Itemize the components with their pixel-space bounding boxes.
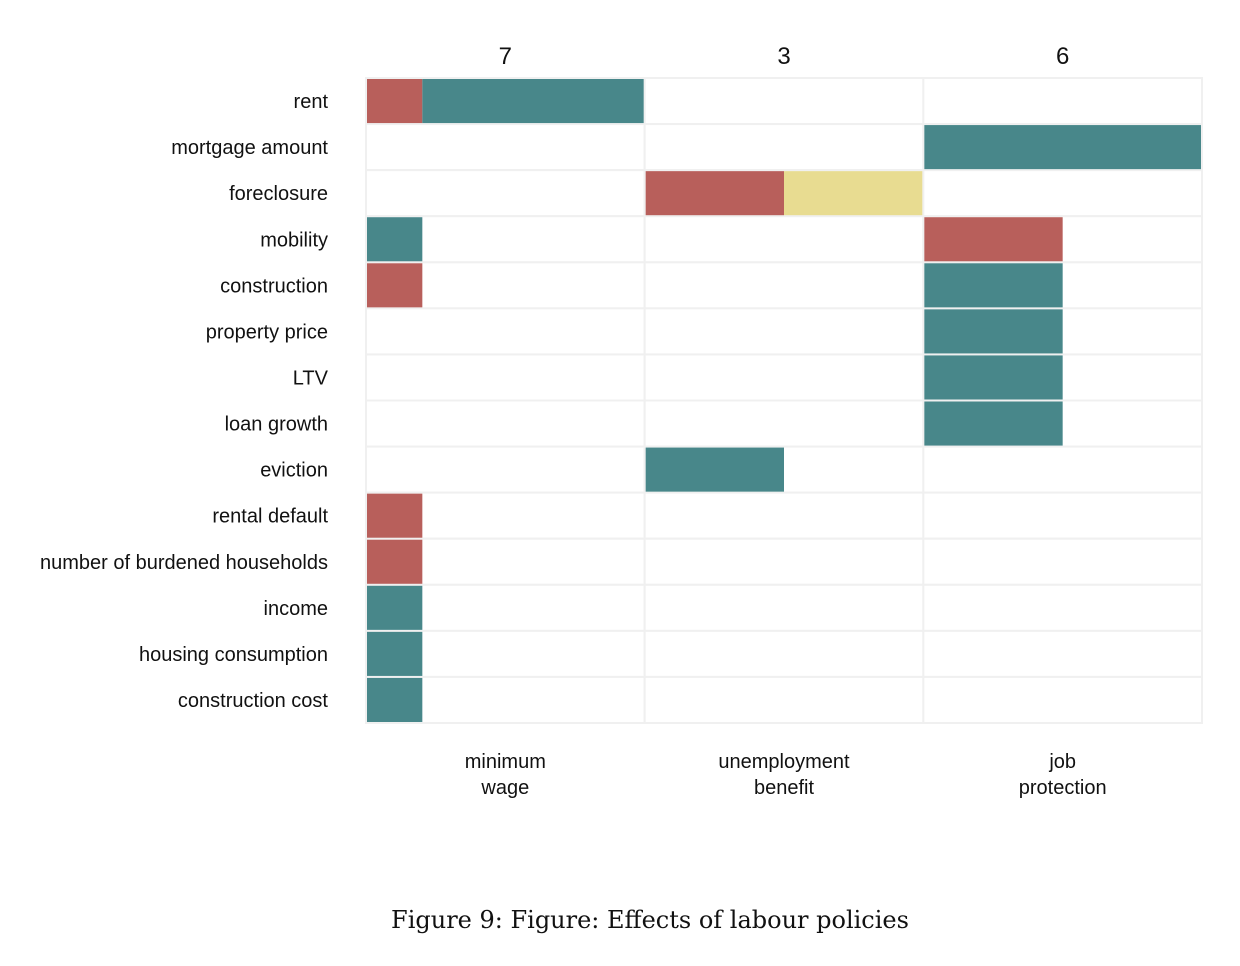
tile-teal bbox=[924, 263, 1063, 308]
grid-cell bbox=[643, 537, 925, 586]
column-count-label: 7 bbox=[499, 43, 512, 70]
tile-teal bbox=[367, 217, 423, 262]
y-tick-label: income bbox=[264, 598, 328, 620]
y-tick-label: construction cost bbox=[178, 690, 329, 712]
grid-cell bbox=[643, 77, 925, 126]
tile-teal bbox=[924, 401, 1063, 446]
y-tick-label: foreclosure bbox=[229, 183, 328, 205]
tile-red bbox=[367, 263, 423, 308]
grid-cell bbox=[365, 445, 646, 494]
tile-red bbox=[367, 79, 423, 124]
x-tick-label: wage bbox=[480, 777, 529, 799]
grid-cell bbox=[365, 307, 646, 356]
grid-cell bbox=[643, 123, 925, 172]
grid-cell bbox=[643, 215, 925, 264]
grid-cell bbox=[365, 353, 646, 402]
tile-teal bbox=[924, 125, 1201, 170]
tile-teal bbox=[924, 309, 1063, 354]
y-tick-label: rent bbox=[294, 91, 329, 113]
tile-red bbox=[924, 217, 1063, 262]
grid-cell bbox=[643, 583, 925, 632]
x-tick-label: protection bbox=[1019, 777, 1107, 799]
grid-cell bbox=[643, 675, 925, 725]
grid-cell bbox=[922, 445, 1203, 494]
y-tick-label: property price bbox=[206, 321, 328, 343]
y-tick-label: mortgage amount bbox=[171, 137, 328, 159]
grid-cell bbox=[365, 399, 646, 448]
y-tick-label: housing consumption bbox=[139, 644, 328, 666]
grid-cell bbox=[922, 583, 1203, 632]
grid-cell bbox=[922, 629, 1203, 678]
tile-teal bbox=[367, 677, 423, 722]
grid-cell bbox=[922, 675, 1203, 725]
grid-cell bbox=[922, 77, 1203, 126]
grid-cell bbox=[922, 491, 1203, 540]
grid-cell bbox=[643, 353, 925, 402]
grid-cell bbox=[365, 123, 646, 172]
y-tick-label: LTV bbox=[293, 367, 329, 389]
tile-teal bbox=[645, 447, 784, 492]
grid-cell bbox=[922, 537, 1203, 586]
grid-cell bbox=[643, 399, 925, 448]
tile-teal bbox=[924, 355, 1063, 400]
tile-red bbox=[645, 171, 784, 216]
grid-cell bbox=[643, 261, 925, 310]
x-tick-label: benefit bbox=[754, 777, 814, 799]
grid-cell bbox=[643, 491, 925, 540]
column-count-label: 3 bbox=[777, 43, 790, 70]
x-tick-label: unemployment bbox=[718, 751, 850, 773]
heatmap-chart: 7 minimum wage 3 unemployment benefit 6 job prot… bbox=[40, 43, 1203, 799]
figure-caption: Figure 9: Figure: Effects of labour poli… bbox=[391, 906, 909, 934]
x-tick-label: minimum bbox=[465, 751, 546, 773]
tile-yellow bbox=[784, 171, 923, 216]
tile-teal bbox=[367, 585, 423, 630]
tile-red bbox=[367, 493, 423, 538]
y-tick-label: rental default bbox=[212, 506, 328, 528]
tile-teal bbox=[422, 79, 644, 124]
y-tick-label: mobility bbox=[260, 229, 328, 251]
grid-cell bbox=[643, 629, 925, 678]
grid-cell bbox=[365, 169, 646, 218]
y-tick-label: loan growth bbox=[225, 414, 328, 436]
x-tick-label: job bbox=[1048, 751, 1076, 773]
column-count-label: 6 bbox=[1056, 43, 1069, 70]
y-tick-label: eviction bbox=[260, 460, 328, 482]
y-tick-label: construction bbox=[220, 275, 328, 297]
y-tick-label: number of burdened households bbox=[40, 552, 328, 574]
tile-red bbox=[367, 539, 423, 584]
tile-teal bbox=[367, 631, 423, 676]
grid-cell bbox=[922, 169, 1203, 218]
grid-cell bbox=[643, 307, 925, 356]
